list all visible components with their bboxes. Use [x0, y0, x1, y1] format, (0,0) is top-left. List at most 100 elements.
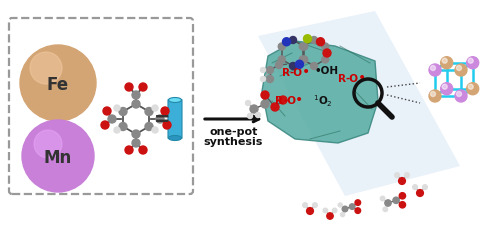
Circle shape [399, 193, 406, 199]
Ellipse shape [168, 136, 181, 140]
Circle shape [139, 146, 147, 154]
Circle shape [310, 36, 318, 43]
Circle shape [301, 56, 308, 63]
Circle shape [338, 203, 342, 207]
Circle shape [310, 63, 318, 70]
Text: •: • [302, 65, 310, 79]
Circle shape [350, 204, 355, 209]
Text: •: • [295, 93, 303, 107]
Circle shape [290, 36, 296, 43]
Circle shape [456, 66, 462, 70]
Circle shape [139, 83, 147, 91]
Circle shape [380, 196, 385, 201]
Circle shape [261, 91, 269, 99]
Circle shape [393, 197, 399, 204]
Circle shape [332, 208, 337, 213]
Circle shape [355, 200, 360, 205]
Circle shape [404, 173, 409, 177]
Circle shape [430, 66, 436, 70]
Circle shape [455, 64, 467, 76]
Polygon shape [258, 11, 460, 196]
Circle shape [278, 43, 285, 50]
Circle shape [355, 208, 360, 213]
Circle shape [145, 122, 153, 131]
Circle shape [266, 67, 274, 73]
Circle shape [261, 100, 269, 108]
Circle shape [327, 213, 333, 219]
Circle shape [161, 107, 169, 115]
Text: $^1$O$_2$: $^1$O$_2$ [313, 93, 333, 109]
Circle shape [20, 45, 96, 121]
Circle shape [312, 203, 318, 207]
Circle shape [383, 207, 388, 212]
Circle shape [299, 43, 306, 50]
Circle shape [322, 43, 329, 50]
Circle shape [119, 107, 127, 116]
Circle shape [412, 185, 418, 189]
Circle shape [416, 190, 424, 196]
Circle shape [248, 113, 252, 119]
Circle shape [132, 100, 140, 108]
Circle shape [114, 105, 120, 111]
Circle shape [430, 91, 436, 97]
Circle shape [260, 76, 266, 82]
Circle shape [156, 115, 164, 123]
Text: R: R [338, 74, 346, 84]
Circle shape [266, 76, 274, 82]
FancyBboxPatch shape [168, 100, 182, 139]
Circle shape [276, 61, 282, 69]
Circle shape [466, 57, 478, 69]
Circle shape [22, 120, 94, 192]
Circle shape [466, 83, 478, 95]
Ellipse shape [168, 97, 181, 103]
Circle shape [316, 38, 324, 46]
Circle shape [323, 208, 328, 213]
Circle shape [256, 112, 260, 118]
Circle shape [302, 203, 308, 207]
Circle shape [114, 127, 120, 133]
Text: •OH: •OH [315, 66, 339, 76]
Circle shape [101, 121, 109, 129]
Circle shape [282, 38, 290, 46]
Circle shape [132, 91, 140, 99]
Circle shape [442, 84, 447, 89]
Circle shape [429, 64, 441, 76]
Circle shape [442, 58, 447, 63]
Circle shape [468, 84, 473, 89]
Text: -O: -O [346, 74, 359, 84]
Circle shape [132, 130, 140, 138]
Circle shape [108, 115, 116, 123]
Circle shape [34, 130, 62, 158]
Text: R: R [282, 68, 290, 78]
Polygon shape [262, 41, 378, 143]
Circle shape [296, 60, 304, 68]
Circle shape [304, 35, 312, 43]
Text: =: = [154, 109, 170, 128]
Circle shape [342, 206, 348, 212]
Text: one-pot: one-pot [210, 127, 258, 137]
Text: Mn: Mn [44, 149, 72, 167]
Circle shape [340, 213, 344, 217]
Text: -O: -O [283, 96, 296, 106]
Circle shape [455, 90, 467, 102]
Circle shape [152, 127, 158, 133]
Circle shape [125, 146, 133, 154]
Circle shape [385, 200, 391, 206]
Circle shape [250, 105, 258, 113]
Circle shape [440, 57, 452, 69]
Text: -O: -O [290, 68, 303, 78]
Circle shape [145, 107, 153, 116]
Circle shape [422, 185, 428, 189]
Circle shape [429, 90, 441, 102]
Text: •: • [358, 71, 366, 85]
Circle shape [125, 83, 133, 91]
Circle shape [322, 56, 329, 63]
Circle shape [468, 58, 473, 63]
Text: R: R [275, 96, 283, 106]
Circle shape [246, 100, 250, 106]
Circle shape [394, 173, 400, 177]
Circle shape [456, 91, 462, 97]
Circle shape [323, 49, 331, 57]
Circle shape [152, 105, 158, 111]
Circle shape [399, 202, 406, 208]
